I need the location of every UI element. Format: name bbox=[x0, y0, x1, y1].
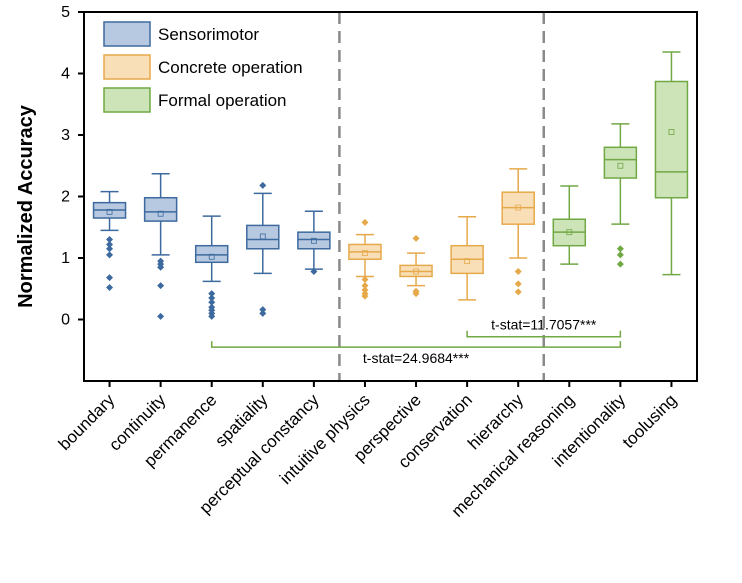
y-tick-label: 3 bbox=[61, 127, 70, 144]
outlier-point bbox=[514, 280, 522, 288]
box-perceptual-constancy bbox=[297, 210, 331, 276]
legend-label: Concrete operation bbox=[158, 58, 303, 77]
y-tick-label: 0 bbox=[61, 312, 70, 329]
box-mechanical-reasoning bbox=[552, 185, 587, 265]
box-iqr bbox=[297, 231, 331, 250]
legend-item: Sensorimotor bbox=[103, 21, 259, 47]
outlier-point bbox=[106, 240, 114, 248]
box-iqr bbox=[654, 80, 689, 199]
box-boundary bbox=[92, 190, 127, 292]
box-mean-marker bbox=[310, 237, 317, 244]
outlier-point bbox=[310, 268, 318, 276]
outlier-point bbox=[259, 306, 267, 314]
y-tick-label: 1 bbox=[61, 250, 70, 267]
outlier-point bbox=[412, 290, 420, 298]
box-iqr bbox=[603, 146, 638, 179]
box-series bbox=[92, 51, 689, 320]
box-mean-marker bbox=[208, 253, 215, 260]
outlier-point bbox=[106, 236, 114, 244]
outlier-point bbox=[514, 268, 522, 276]
outlier-point bbox=[208, 294, 216, 302]
box-intuitive-physics bbox=[348, 218, 382, 300]
outlier-point bbox=[106, 274, 114, 282]
box-mean-marker bbox=[464, 258, 471, 264]
legend-swatch bbox=[103, 54, 151, 80]
outlier-point bbox=[361, 292, 369, 300]
outlier-point bbox=[361, 218, 369, 226]
box-mean-marker bbox=[668, 129, 675, 135]
box-mean-marker bbox=[157, 210, 164, 217]
x-tick-label: intuitive physics bbox=[276, 390, 374, 488]
legend-swatch bbox=[103, 21, 151, 47]
box-mean-marker bbox=[362, 250, 368, 256]
outlier-point bbox=[259, 181, 267, 189]
x-axis: boundarycontinuitypermanencespatialitype… bbox=[55, 381, 680, 521]
box-mean-marker bbox=[515, 204, 522, 211]
y-axis-label: Normalized Accuracy bbox=[15, 104, 37, 308]
box-continuity bbox=[143, 172, 178, 320]
box-iqr bbox=[143, 196, 178, 222]
box-mean-marker bbox=[106, 208, 113, 215]
box-hierarchy bbox=[501, 168, 535, 296]
outlier-point bbox=[106, 245, 114, 253]
box-mean-marker bbox=[566, 229, 573, 236]
outlier-point bbox=[208, 298, 216, 306]
bracket-line bbox=[210, 341, 622, 348]
box-perspective bbox=[399, 234, 433, 298]
bracket-label: t-stat=24.9684*** bbox=[363, 350, 470, 366]
box-mean-marker bbox=[259, 233, 266, 240]
legend-label: Sensorimotor bbox=[158, 25, 259, 44]
outlier-point bbox=[616, 251, 624, 259]
bracket-line bbox=[466, 330, 622, 338]
significance-bracket: t-stat=24.9684*** bbox=[210, 341, 622, 366]
outlier-point bbox=[514, 288, 522, 296]
x-tick-label: toolusing bbox=[619, 390, 681, 452]
bracket-label: t-stat=11.7057*** bbox=[491, 317, 597, 333]
outlier-point bbox=[157, 282, 165, 290]
outlier-point bbox=[208, 312, 216, 320]
legend-label: Formal operation bbox=[158, 91, 287, 110]
box-mean-marker bbox=[617, 162, 624, 169]
outlier-point bbox=[259, 309, 267, 317]
box-mean-marker bbox=[413, 268, 419, 275]
y-axis: 0 1 2 3 4 5 bbox=[61, 4, 84, 329]
outlier-point bbox=[157, 312, 165, 320]
outlier-point bbox=[361, 276, 369, 284]
outlier-point bbox=[106, 284, 114, 292]
box-spatiality bbox=[246, 181, 280, 317]
outlier-point bbox=[361, 282, 369, 290]
box-iqr bbox=[246, 224, 280, 250]
y-tick-label: 2 bbox=[61, 189, 70, 206]
outlier-point bbox=[616, 260, 624, 268]
legend: Sensorimotor Concrete operation Formal ope… bbox=[103, 21, 303, 113]
significance-annotations: t-stat=11.7057*** t-stat=24.9684*** bbox=[210, 317, 622, 366]
outlier-point bbox=[361, 286, 369, 294]
y-tick-label: 5 bbox=[61, 4, 70, 21]
outlier-point bbox=[157, 263, 165, 271]
box-intentionality bbox=[603, 123, 638, 268]
outlier-point bbox=[412, 234, 420, 242]
legend-swatch bbox=[103, 87, 151, 113]
group-separators bbox=[338, 12, 545, 381]
box-conservation bbox=[450, 216, 484, 301]
outlier-point bbox=[106, 251, 114, 259]
box-toolusing bbox=[654, 51, 689, 276]
box-permanence bbox=[194, 215, 229, 320]
legend-item: Formal operation bbox=[103, 87, 287, 113]
significance-bracket: t-stat=11.7057*** bbox=[466, 317, 622, 338]
outlier-point bbox=[208, 290, 216, 298]
legend-item: Concrete operation bbox=[103, 54, 303, 80]
y-tick-label: 4 bbox=[61, 66, 70, 83]
outlier-point bbox=[616, 245, 624, 253]
